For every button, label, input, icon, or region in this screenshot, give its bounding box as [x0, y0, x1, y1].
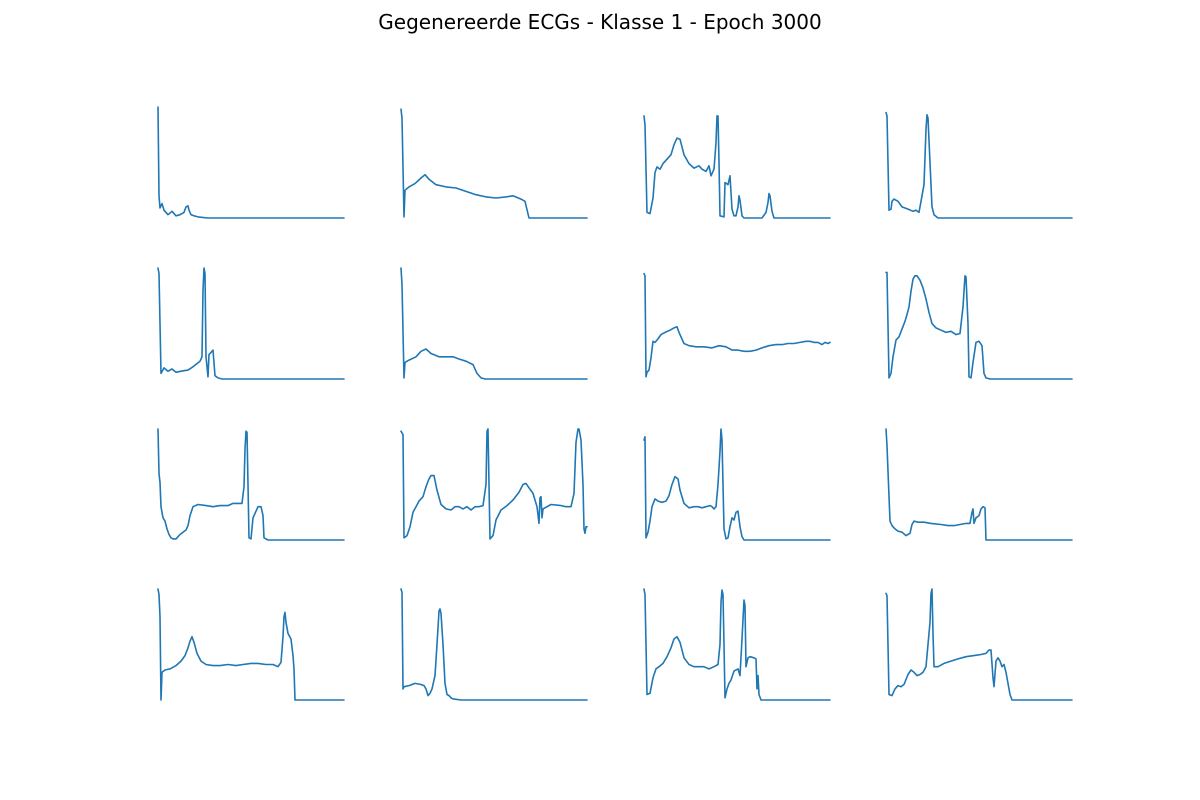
ecg-panel-5 — [157, 267, 345, 380]
ecg-panel-8 — [885, 271, 1073, 380]
ecg-panel-12 — [885, 428, 1073, 541]
ecg-trace-11 — [643, 428, 831, 541]
ecg-trace-8 — [885, 271, 1073, 380]
ecg-trace-2 — [400, 108, 588, 219]
ecg-panel-11 — [643, 428, 831, 541]
ecg-trace-13 — [157, 588, 345, 701]
ecg-trace-7 — [643, 272, 831, 378]
ecg-panel-16 — [885, 588, 1073, 701]
ecg-trace-16 — [885, 588, 1073, 701]
ecg-trace-15 — [643, 588, 831, 701]
ecg-panel-7 — [643, 272, 831, 378]
ecg-trace-9 — [157, 428, 345, 541]
ecg-panel-15 — [643, 588, 831, 701]
ecg-panel-1 — [157, 106, 345, 219]
ecg-panel-14 — [400, 588, 588, 701]
figure-title: Gegenereerde ECGs - Klasse 1 - Epoch 300… — [378, 10, 822, 34]
ecg-panel-13 — [157, 588, 345, 701]
ecg-trace-3 — [643, 115, 831, 219]
ecg-trace-4 — [885, 111, 1073, 219]
ecg-panel-6 — [400, 267, 588, 380]
ecg-panel-9 — [157, 428, 345, 541]
ecg-trace-1 — [157, 106, 345, 219]
ecg-trace-10 — [400, 428, 588, 540]
ecg-trace-14 — [400, 588, 588, 701]
ecg-trace-6 — [400, 267, 588, 380]
ecg-panel-3 — [643, 115, 831, 219]
ecg-trace-5 — [157, 267, 345, 380]
ecg-panel-4 — [885, 111, 1073, 219]
ecg-panel-10 — [400, 428, 588, 540]
ecg-trace-12 — [885, 428, 1073, 541]
ecg-panel-2 — [400, 108, 588, 219]
